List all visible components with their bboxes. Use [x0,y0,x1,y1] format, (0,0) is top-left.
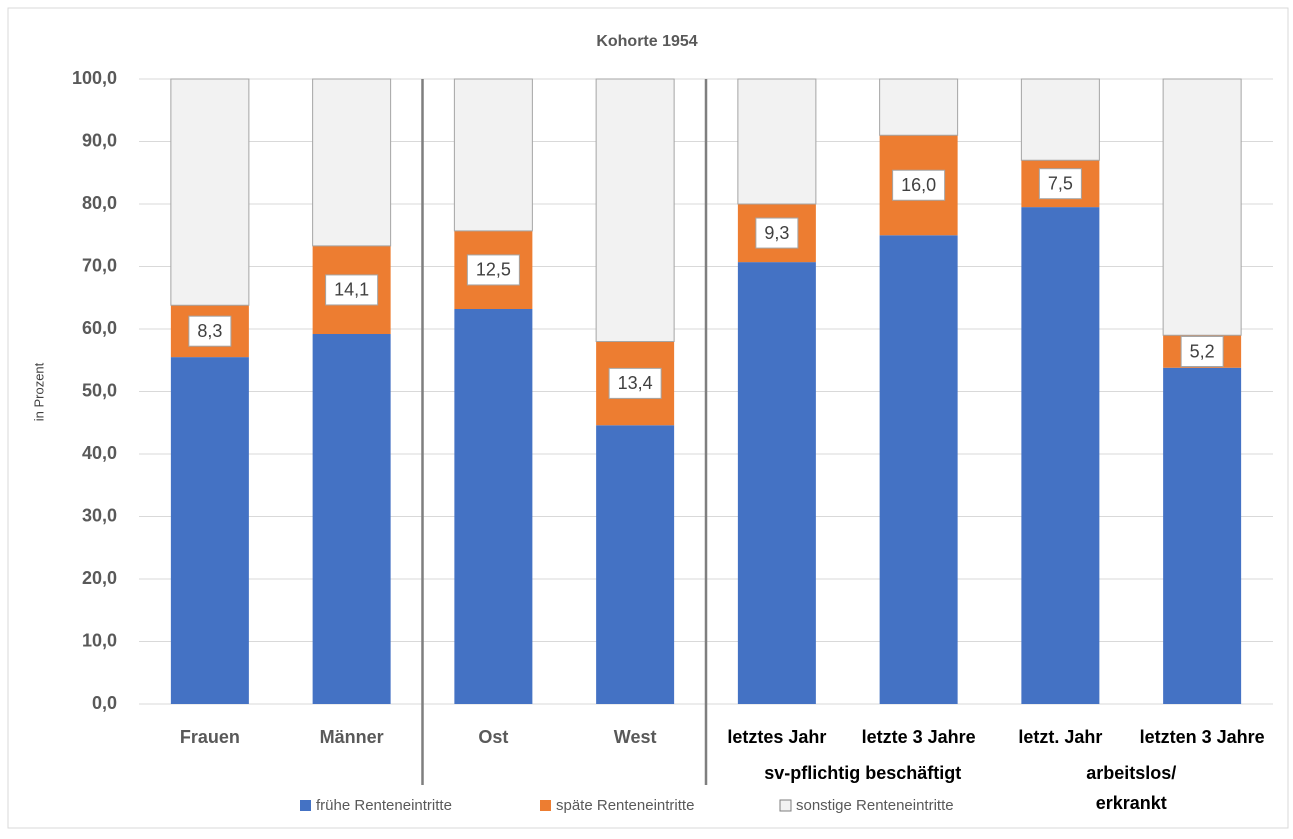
y-tick-label: 80,0 [82,193,117,213]
bar-segment [737,262,816,704]
y-tick-label: 50,0 [82,380,117,400]
data-label-box [892,169,946,201]
legend-swatch [540,800,551,811]
bar-segment [170,357,249,704]
group-label: arbeitslos/ [1086,763,1176,783]
bar-segment [312,78,392,247]
data-label-box [1038,168,1082,200]
x-tick-label: West [614,727,657,747]
data-label: 14,1 [334,280,369,300]
bar-segment [879,235,958,704]
x-tick-label: letzte 3 Jahre [862,727,976,747]
legend-swatch [779,799,792,812]
bar-segment [737,78,817,205]
data-label: 9,3 [764,223,789,243]
bar-segment [1163,367,1242,704]
x-tick-label: letztes Jahr [727,727,826,747]
legend-label: frühe Renteneintritte [316,797,452,814]
data-label-box [608,367,662,399]
y-tick-label: 100,0 [72,68,117,88]
legend-label: späte Renteneintritte [556,797,694,814]
data-label: 12,5 [476,260,511,280]
y-tick-label: 20,0 [82,568,117,588]
x-tick-label: Ost [478,727,508,747]
bar-segment [1162,78,1242,336]
data-label-box [1180,336,1224,367]
data-label: 8,3 [197,321,222,341]
legend-swatch [300,800,311,811]
bar-segment [596,425,675,704]
bar-segment [1021,207,1100,704]
data-label: 16,0 [901,175,936,195]
y-axis-label: in Prozent [31,362,46,421]
data-label: 13,4 [618,373,653,393]
group-label: erkrankt [1096,793,1167,813]
x-tick-label: letzten 3 Jahre [1140,727,1265,747]
data-label-box [755,217,799,249]
data-label-box [188,315,232,347]
y-tick-label: 30,0 [82,505,117,525]
x-tick-label: Männer [320,727,384,747]
y-tick-label: 40,0 [82,443,117,463]
legend-label: sonstige Renteneintritte [796,797,954,814]
x-tick-label: letzt. Jahr [1018,727,1102,747]
bar-segment [1020,78,1100,161]
bar-segment [595,78,675,342]
bar-segment [312,334,391,704]
bar-segment [453,78,533,232]
y-tick-label: 10,0 [82,630,117,650]
y-tick-label: 70,0 [82,255,117,275]
data-label: 7,5 [1048,173,1073,193]
y-tick-label: 0,0 [92,693,117,713]
data-label-box [325,274,379,306]
data-label: 5,2 [1190,341,1215,361]
bar-segment [879,78,959,136]
y-tick-label: 90,0 [82,130,117,150]
data-label-box [466,254,520,286]
x-tick-label: Frauen [180,727,240,747]
y-tick-label: 60,0 [82,318,117,338]
group-label: sv-pflichtig beschäftigt [764,763,961,783]
bar-segment [454,309,533,704]
chart-title: Kohorte 1954 [596,33,697,50]
bar-segment [170,78,250,306]
